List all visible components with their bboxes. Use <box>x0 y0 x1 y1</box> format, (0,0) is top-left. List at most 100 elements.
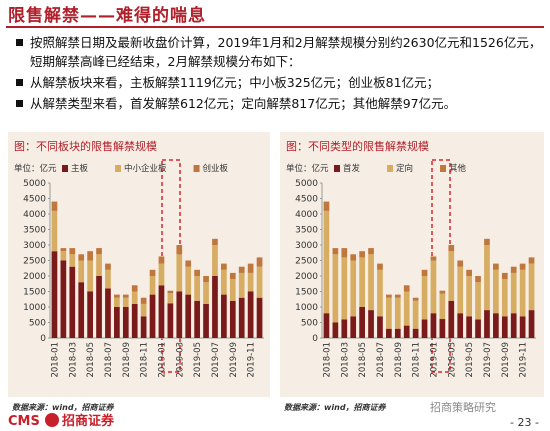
bar-segment <box>247 272 254 292</box>
bar-segment <box>176 245 183 255</box>
bar-segment <box>203 303 209 338</box>
y-tick-label: 3500 <box>295 226 318 236</box>
bar-segment <box>457 260 464 267</box>
legend-swatch <box>334 165 340 172</box>
x-tick-label: 2018-01 <box>50 342 60 378</box>
bar-segment <box>448 245 455 252</box>
bar-segment <box>140 297 147 304</box>
bar-segment <box>341 248 348 258</box>
bar-segment <box>69 266 76 338</box>
bar-segment <box>229 272 236 280</box>
bar-segment <box>149 269 156 276</box>
bar-segment <box>203 276 209 283</box>
x-tick-label: 2018-03 <box>68 342 78 378</box>
page-number: - 23 - <box>510 416 539 429</box>
bar-segment <box>194 269 200 276</box>
y-axis-label: 单位：亿元 <box>286 163 329 174</box>
x-tick-label: 2018-11 <box>412 342 422 378</box>
bar-segment <box>341 257 348 320</box>
bar-segment <box>256 266 263 298</box>
bar-segment <box>484 310 490 338</box>
bar-segment <box>332 254 339 323</box>
bar-segment <box>96 276 102 338</box>
x-tick-label: 2018-07 <box>376 342 386 378</box>
bar-segment <box>105 269 111 289</box>
y-tick-label: 0 <box>312 334 318 344</box>
x-tick-label: 2019-03 <box>175 342 185 378</box>
bar-segment <box>377 316 383 338</box>
bar-segment <box>394 294 401 298</box>
bar-segment <box>131 303 138 338</box>
bar-segment <box>60 260 67 338</box>
bar-segment <box>105 263 111 270</box>
bar-segment <box>131 291 138 304</box>
legend-label: 中小企业板 <box>124 163 167 174</box>
bar-segment <box>78 254 85 261</box>
bar-segment <box>96 254 102 276</box>
bar-segment <box>501 316 508 338</box>
bar-segment <box>194 300 200 338</box>
y-tick-label: 3000 <box>295 241 318 251</box>
bar-segment <box>221 269 227 295</box>
x-tick-label: 2019-09 <box>229 342 239 378</box>
y-tick-label: 2500 <box>23 257 46 267</box>
bar-segment <box>114 294 120 298</box>
bar-segment <box>466 276 472 317</box>
chart-title: 图：不同类型的限售解禁规模 <box>286 139 429 153</box>
y-tick-label: 1000 <box>23 303 46 313</box>
x-tick-label: 2019-09 <box>501 342 511 378</box>
bar-segment <box>238 272 245 298</box>
bar-segment <box>176 254 183 292</box>
y-tick-label: 2000 <box>295 272 318 282</box>
bar-segment <box>528 310 535 338</box>
x-tick-label: 2019-01 <box>429 342 439 378</box>
legend-label: 创业板 <box>203 163 229 174</box>
logo-mark <box>45 413 59 427</box>
y-tick-label: 4000 <box>295 210 318 220</box>
bar-segment <box>158 263 165 286</box>
bar-segment <box>51 210 58 252</box>
bar-segment <box>212 238 218 245</box>
bar-segment <box>167 293 174 304</box>
y-tick-label: 500 <box>301 319 318 329</box>
bullet: 从解禁类型来看，首发解禁612亿元；定向解禁817亿元；其他解禁97亿元。 <box>14 94 544 113</box>
bar-segment <box>60 251 67 261</box>
bar-segment <box>212 276 218 338</box>
bar-segment <box>158 285 165 338</box>
bar-segment <box>122 294 129 298</box>
bar-segment <box>247 263 254 273</box>
bar-segment <box>332 248 339 255</box>
x-tick-label: 2019-05 <box>465 342 475 378</box>
x-tick-label: 2019-01 <box>157 342 167 378</box>
bar-segment <box>368 248 374 255</box>
x-tick-label: 2018-05 <box>358 342 368 378</box>
bar-segment <box>185 260 192 267</box>
bar-segment <box>247 291 254 338</box>
bar-segment <box>412 300 419 329</box>
bar-segment <box>484 238 490 245</box>
bar-segment <box>386 328 392 338</box>
x-tick-label: 2019-07 <box>483 342 493 378</box>
legend-swatch <box>115 165 122 172</box>
y-tick-label: 1000 <box>295 303 318 313</box>
y-tick-label: 2000 <box>23 272 46 282</box>
legend-swatch <box>193 165 200 172</box>
bar-segment <box>203 282 209 304</box>
bar-segment <box>69 254 76 267</box>
bar-segment <box>403 325 410 338</box>
x-tick-label: 2019-07 <box>211 342 221 378</box>
bar-segment <box>421 319 428 338</box>
bar-segment <box>87 260 93 292</box>
bar-segment <box>229 279 236 301</box>
bar-segment <box>114 307 120 338</box>
bar-segment <box>466 269 472 276</box>
bar-segment <box>466 316 472 338</box>
x-tick-label: 2019-11 <box>519 342 529 378</box>
bar-segment <box>368 254 374 311</box>
bar-segment <box>332 322 339 338</box>
x-tick-label: 2019-03 <box>447 342 457 378</box>
bar-segment <box>350 316 357 338</box>
x-tick-label: 2018-07 <box>104 342 114 378</box>
